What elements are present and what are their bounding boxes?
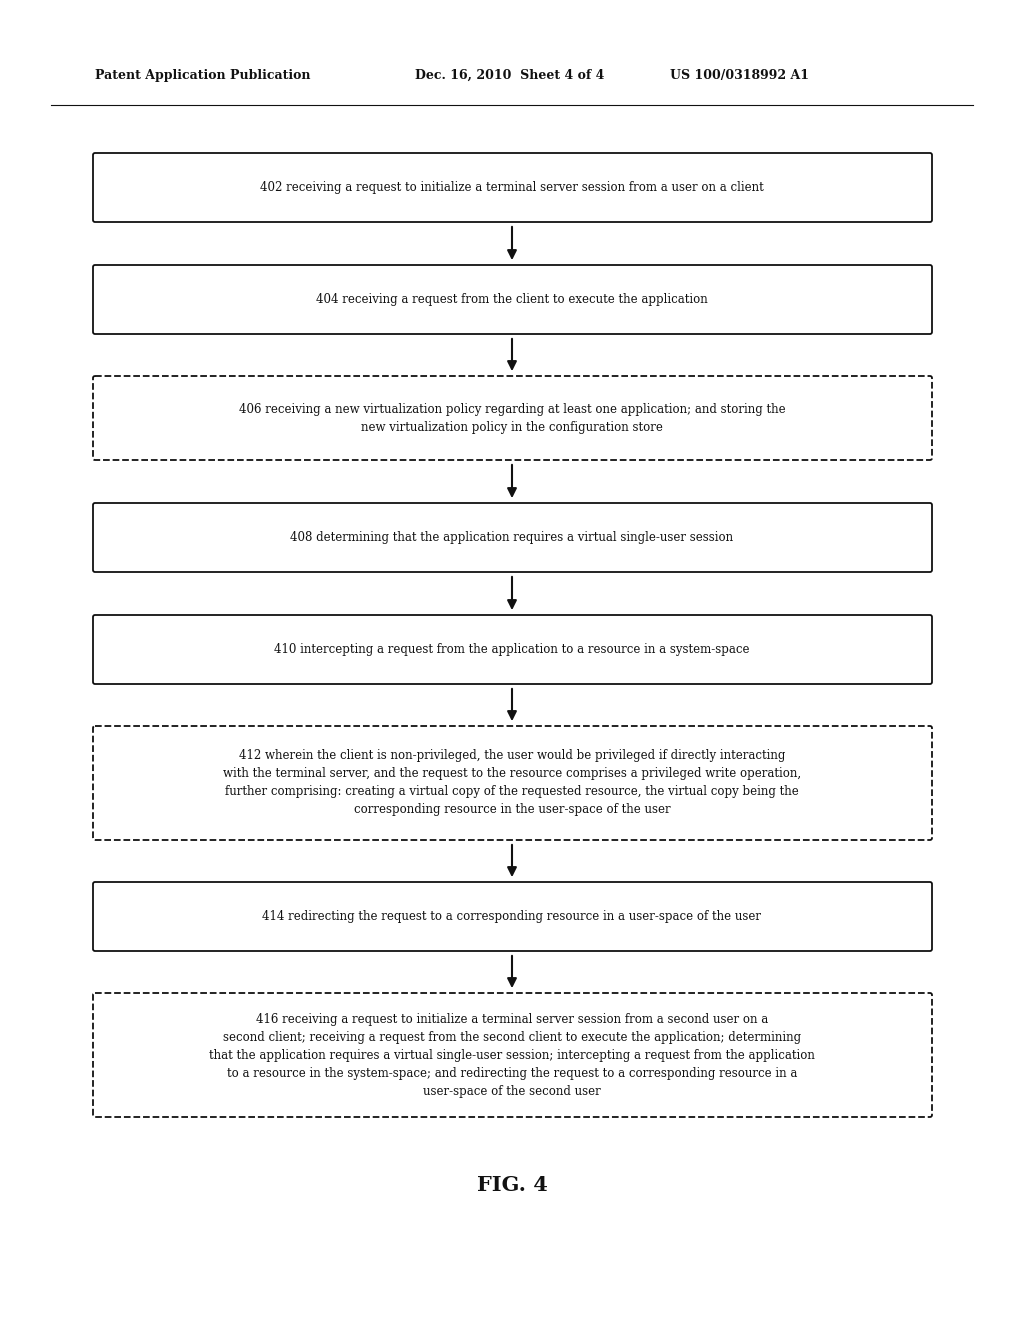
FancyBboxPatch shape bbox=[93, 503, 932, 572]
FancyBboxPatch shape bbox=[93, 265, 932, 334]
Text: 408 determining that the application requires a virtual single-user session: 408 determining that the application req… bbox=[291, 531, 733, 544]
Text: 416 receiving a request to initialize a terminal server session from a second us: 416 receiving a request to initialize a … bbox=[209, 1012, 815, 1097]
Text: 404 receiving a request from the client to execute the application: 404 receiving a request from the client … bbox=[316, 293, 708, 306]
Text: 412 wherein the client is non-privileged, the user would be privileged if direct: 412 wherein the client is non-privileged… bbox=[223, 750, 801, 817]
FancyBboxPatch shape bbox=[93, 153, 932, 222]
Text: Patent Application Publication: Patent Application Publication bbox=[95, 69, 310, 82]
Text: 410 intercepting a request from the application to a resource in a system-space: 410 intercepting a request from the appl… bbox=[274, 643, 750, 656]
FancyBboxPatch shape bbox=[93, 615, 932, 684]
Text: 406 receiving a new virtualization policy regarding at least one application; an: 406 receiving a new virtualization polic… bbox=[239, 403, 785, 433]
FancyBboxPatch shape bbox=[93, 376, 932, 459]
Text: 402 receiving a request to initialize a terminal server session from a user on a: 402 receiving a request to initialize a … bbox=[260, 181, 764, 194]
Text: 414 redirecting the request to a corresponding resource in a user-space of the u: 414 redirecting the request to a corresp… bbox=[262, 909, 762, 923]
Text: US 100/0318992 A1: US 100/0318992 A1 bbox=[670, 69, 809, 82]
Text: Dec. 16, 2010  Sheet 4 of 4: Dec. 16, 2010 Sheet 4 of 4 bbox=[415, 69, 604, 82]
FancyBboxPatch shape bbox=[93, 993, 932, 1117]
FancyBboxPatch shape bbox=[93, 726, 932, 840]
Text: FIG. 4: FIG. 4 bbox=[476, 1175, 548, 1195]
FancyBboxPatch shape bbox=[93, 882, 932, 950]
